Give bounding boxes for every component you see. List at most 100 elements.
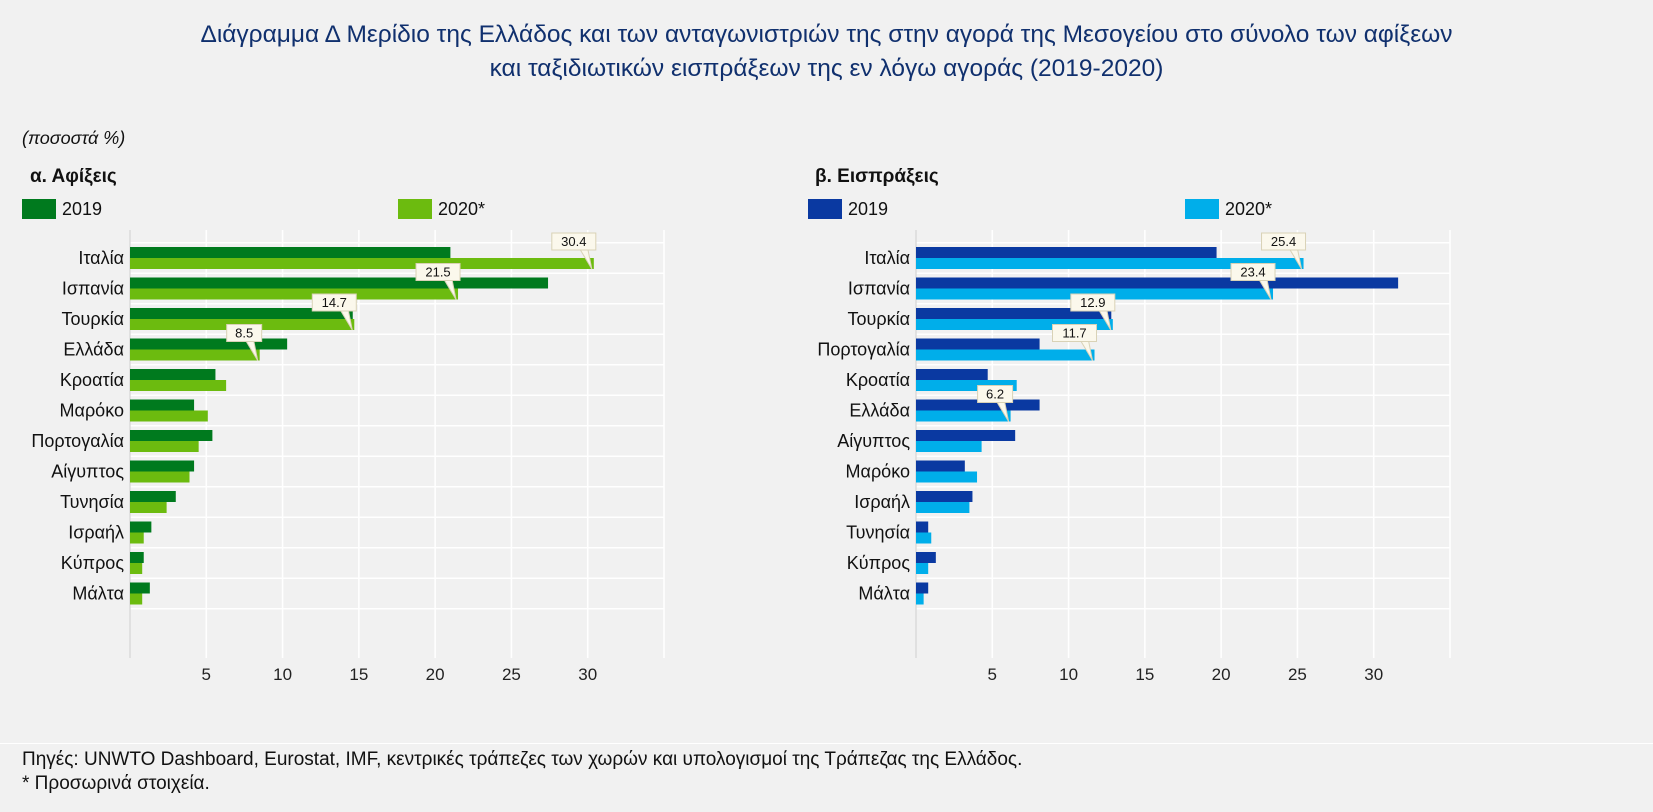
category-label-αίγυπτος: Αίγυπτος [837, 431, 910, 451]
bar-αίγυπτος-2020- [916, 441, 982, 452]
bar-πορτογαλία-2020- [916, 349, 1095, 361]
bar-τυνησία-2020- [130, 502, 167, 513]
bar-κύπρος-2020- [130, 563, 143, 574]
panel-title-arrivals: α. Αφίξεις [30, 166, 117, 187]
bar-πορτογαλία-2020- [130, 441, 199, 452]
unit-label: (ποσοστά %) [22, 128, 126, 148]
data-label-text: 6.2 [986, 387, 1004, 402]
bar-ελλάδα-2020- [916, 410, 1011, 422]
legend-swatch-receipts-2020 [1185, 199, 1219, 219]
chart-title: Διάγραμμα Δ Μερίδιο της Ελλάδος και των … [0, 18, 1653, 86]
category-label-τουρκία: Τουρκία [847, 309, 910, 329]
bar-κροατία-2020- [130, 380, 227, 391]
category-label-μάλτα: Μάλτα [72, 584, 124, 604]
plot-area [916, 230, 1450, 658]
callout-box [311, 293, 357, 312]
x-tick-label: 10 [1059, 665, 1078, 684]
data-label-ελλάδα: 8.5 [226, 324, 263, 361]
bar-τυνησία-2019 [130, 491, 176, 502]
category-label-πορτογαλία: Πορτογαλία [817, 340, 910, 360]
bar-μαρόκο-2020- [916, 471, 978, 483]
bar-κροατία-2019 [130, 369, 216, 380]
legend-swatch-receipts-2019 [808, 199, 842, 219]
x-tick-label: 5 [202, 665, 211, 684]
receipts-bar-chart: 5 10 15 20 25 30 Ιταλία Ισπανία Τουρκία Πορτογαλί… [817, 230, 1451, 684]
data-label-τουρκία: 14.7 [311, 293, 357, 331]
data-label-text: 8.5 [235, 326, 253, 341]
x-tick-label: 20 [1212, 665, 1231, 684]
category-label-ισπανία: Ισπανία [848, 279, 910, 299]
data-label-τουρκία: 12.9 [1070, 293, 1116, 331]
data-label-ιταλία: 25.4 [1261, 232, 1307, 270]
bar-ισπανία-2019 [916, 277, 1399, 289]
legend-label: 2020* [438, 198, 486, 219]
callout-box [1070, 293, 1116, 312]
category-label-κύπρος: Κύπρος [61, 553, 125, 573]
data-label-text: 14.7 [322, 295, 347, 310]
bar-κύπρος-2019 [916, 552, 936, 563]
bar-κύπρος-2019 [130, 552, 144, 563]
data-label-text: 30.4 [561, 234, 586, 249]
data-label-text: 11.7 [1062, 326, 1086, 341]
data-label-ελλάδα: 6.2 [977, 385, 1014, 422]
bar-ιταλία-2020- [916, 258, 1304, 269]
category-label-μαρόκο: Μαρόκο [846, 462, 910, 482]
category-label-ιταλία: Ιταλία [864, 248, 910, 268]
data-label-ισπανία: 21.5 [415, 263, 461, 300]
data-label-text: 21.5 [425, 265, 450, 280]
data-label-πορτογαλία: 11.7 [1052, 324, 1098, 361]
callout-box [1261, 232, 1307, 251]
chart-title-line-1: Διάγραμμα Δ Μερίδιο της Ελλάδος και των … [200, 21, 1453, 48]
bar-αίγυπτος-2019 [916, 430, 1016, 441]
category-label-πορτογαλία: Πορτογαλία [31, 431, 124, 451]
category-label-τουρκία: Τουρκία [61, 309, 124, 329]
category-label-ελλάδα: Ελλάδα [849, 401, 910, 421]
x-tick-label: 25 [1288, 665, 1307, 684]
x-tick-label: 30 [578, 665, 597, 684]
category-label-τυνησία: Τυνησία [846, 523, 910, 543]
x-tick-label: 20 [426, 665, 445, 684]
legend-receipts-2020: 2020* [1185, 198, 1272, 220]
bar-μάλτα-2019 [916, 582, 929, 594]
bar-μαρόκο-2020- [130, 410, 208, 422]
bar-ιταλία-2020- [130, 258, 594, 269]
bar-τουρκία-2019 [130, 308, 353, 319]
bar-ισραήλ-2019 [130, 521, 152, 533]
category-label-κροατία: Κροατία [846, 370, 910, 390]
footer-divider [0, 743, 1653, 744]
bar-τυνησία-2019 [916, 521, 929, 533]
callout-box [551, 232, 597, 251]
bar-κροατία-2020- [916, 380, 1017, 391]
bar-ελλάδα-2019 [916, 399, 1040, 411]
legend-arrivals-2020: 2020* [398, 198, 485, 220]
legend-label: 2019 [62, 198, 103, 219]
arrivals-bar-chart: 5 10 15 20 25 30 Ιταλία Ισπανία Τουρκία Ελλάδα Κρο… [31, 230, 665, 684]
bar-ιταλία-2019 [130, 247, 451, 258]
category-label-κροατία: Κροατία [60, 370, 124, 390]
chart-title-line-2: και ταξιδιωτικών εισπράξεων της εν λόγω … [489, 55, 1164, 82]
x-tick-label: 25 [502, 665, 521, 684]
plot-area [130, 230, 664, 658]
x-tick-label: 30 [1364, 665, 1383, 684]
bar-ισπανία-2020- [130, 288, 459, 300]
panel-title-receipts: β. Εισπράξεις [815, 166, 939, 187]
callout-box [977, 385, 1014, 403]
bar-τουρκία-2019 [916, 308, 1112, 319]
category-label-μαρόκο: Μαρόκο [60, 401, 124, 421]
callout-box [1230, 263, 1276, 281]
category-label-κύπρος: Κύπρος [847, 553, 911, 573]
bar-ισπανία-2019 [130, 277, 549, 289]
bar-ισραήλ-2019 [916, 491, 973, 502]
legend-label: 2020* [1225, 198, 1273, 219]
legend-swatch-arrivals-2020 [398, 199, 432, 219]
bar-ισραήλ-2020- [130, 532, 144, 544]
bar-μάλτα-2020- [130, 593, 143, 605]
x-tick-label: 10 [273, 665, 292, 684]
legend-label: 2019 [848, 198, 889, 219]
data-label-ιταλία: 30.4 [551, 232, 597, 270]
legend-arrivals-2019: 2019 [22, 198, 102, 220]
bar-ελλάδα-2019 [130, 338, 288, 350]
x-tick-label: 5 [988, 665, 997, 684]
x-tick-label: 15 [1135, 665, 1154, 684]
bar-αίγυπτος-2019 [130, 460, 195, 472]
